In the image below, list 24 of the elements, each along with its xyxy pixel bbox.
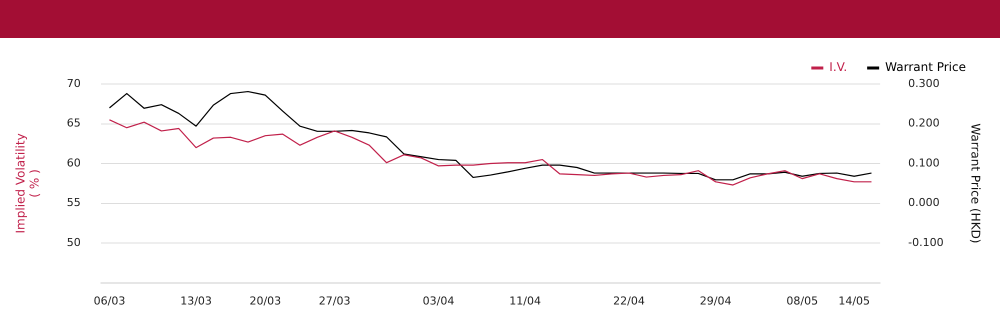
y2-axis-title: Warrant Price (HKD) [968, 123, 983, 244]
y2-tick-label: -0.100 [908, 236, 944, 249]
legend-label: I.V. [829, 60, 848, 74]
y2-tick-label: 0.000 [908, 196, 940, 210]
x-tick-label: 06/03 [94, 294, 126, 308]
y-tick-label: 50 [66, 236, 81, 249]
x-tick-label: 29/04 [700, 294, 732, 308]
x-tick-label: 03/04 [422, 294, 454, 308]
x-tick-label: 13/03 [180, 294, 212, 308]
y-tick-label: 70 [66, 76, 81, 90]
x-tick-label: 27/03 [318, 294, 350, 308]
legend-label: Warrant Price [885, 60, 966, 74]
x-tick-label: 08/05 [786, 294, 818, 308]
y2-tick-label: 0.300 [908, 76, 940, 90]
x-tick-label: 22/04 [613, 294, 645, 308]
y-tick-label: 55 [66, 196, 81, 210]
y-tick-label: 60 [66, 156, 81, 170]
x-tick-label: 14/05 [838, 294, 870, 308]
y2-tick-label: 0.100 [908, 156, 940, 170]
x-tick-label: 20/03 [249, 294, 282, 308]
y-axis-title: Implied Volatility ( % ) [13, 133, 42, 234]
y2-tick-label: 0.200 [908, 116, 940, 130]
x-tick-label: 11/04 [509, 294, 541, 308]
y-tick-label: 65 [66, 116, 81, 130]
